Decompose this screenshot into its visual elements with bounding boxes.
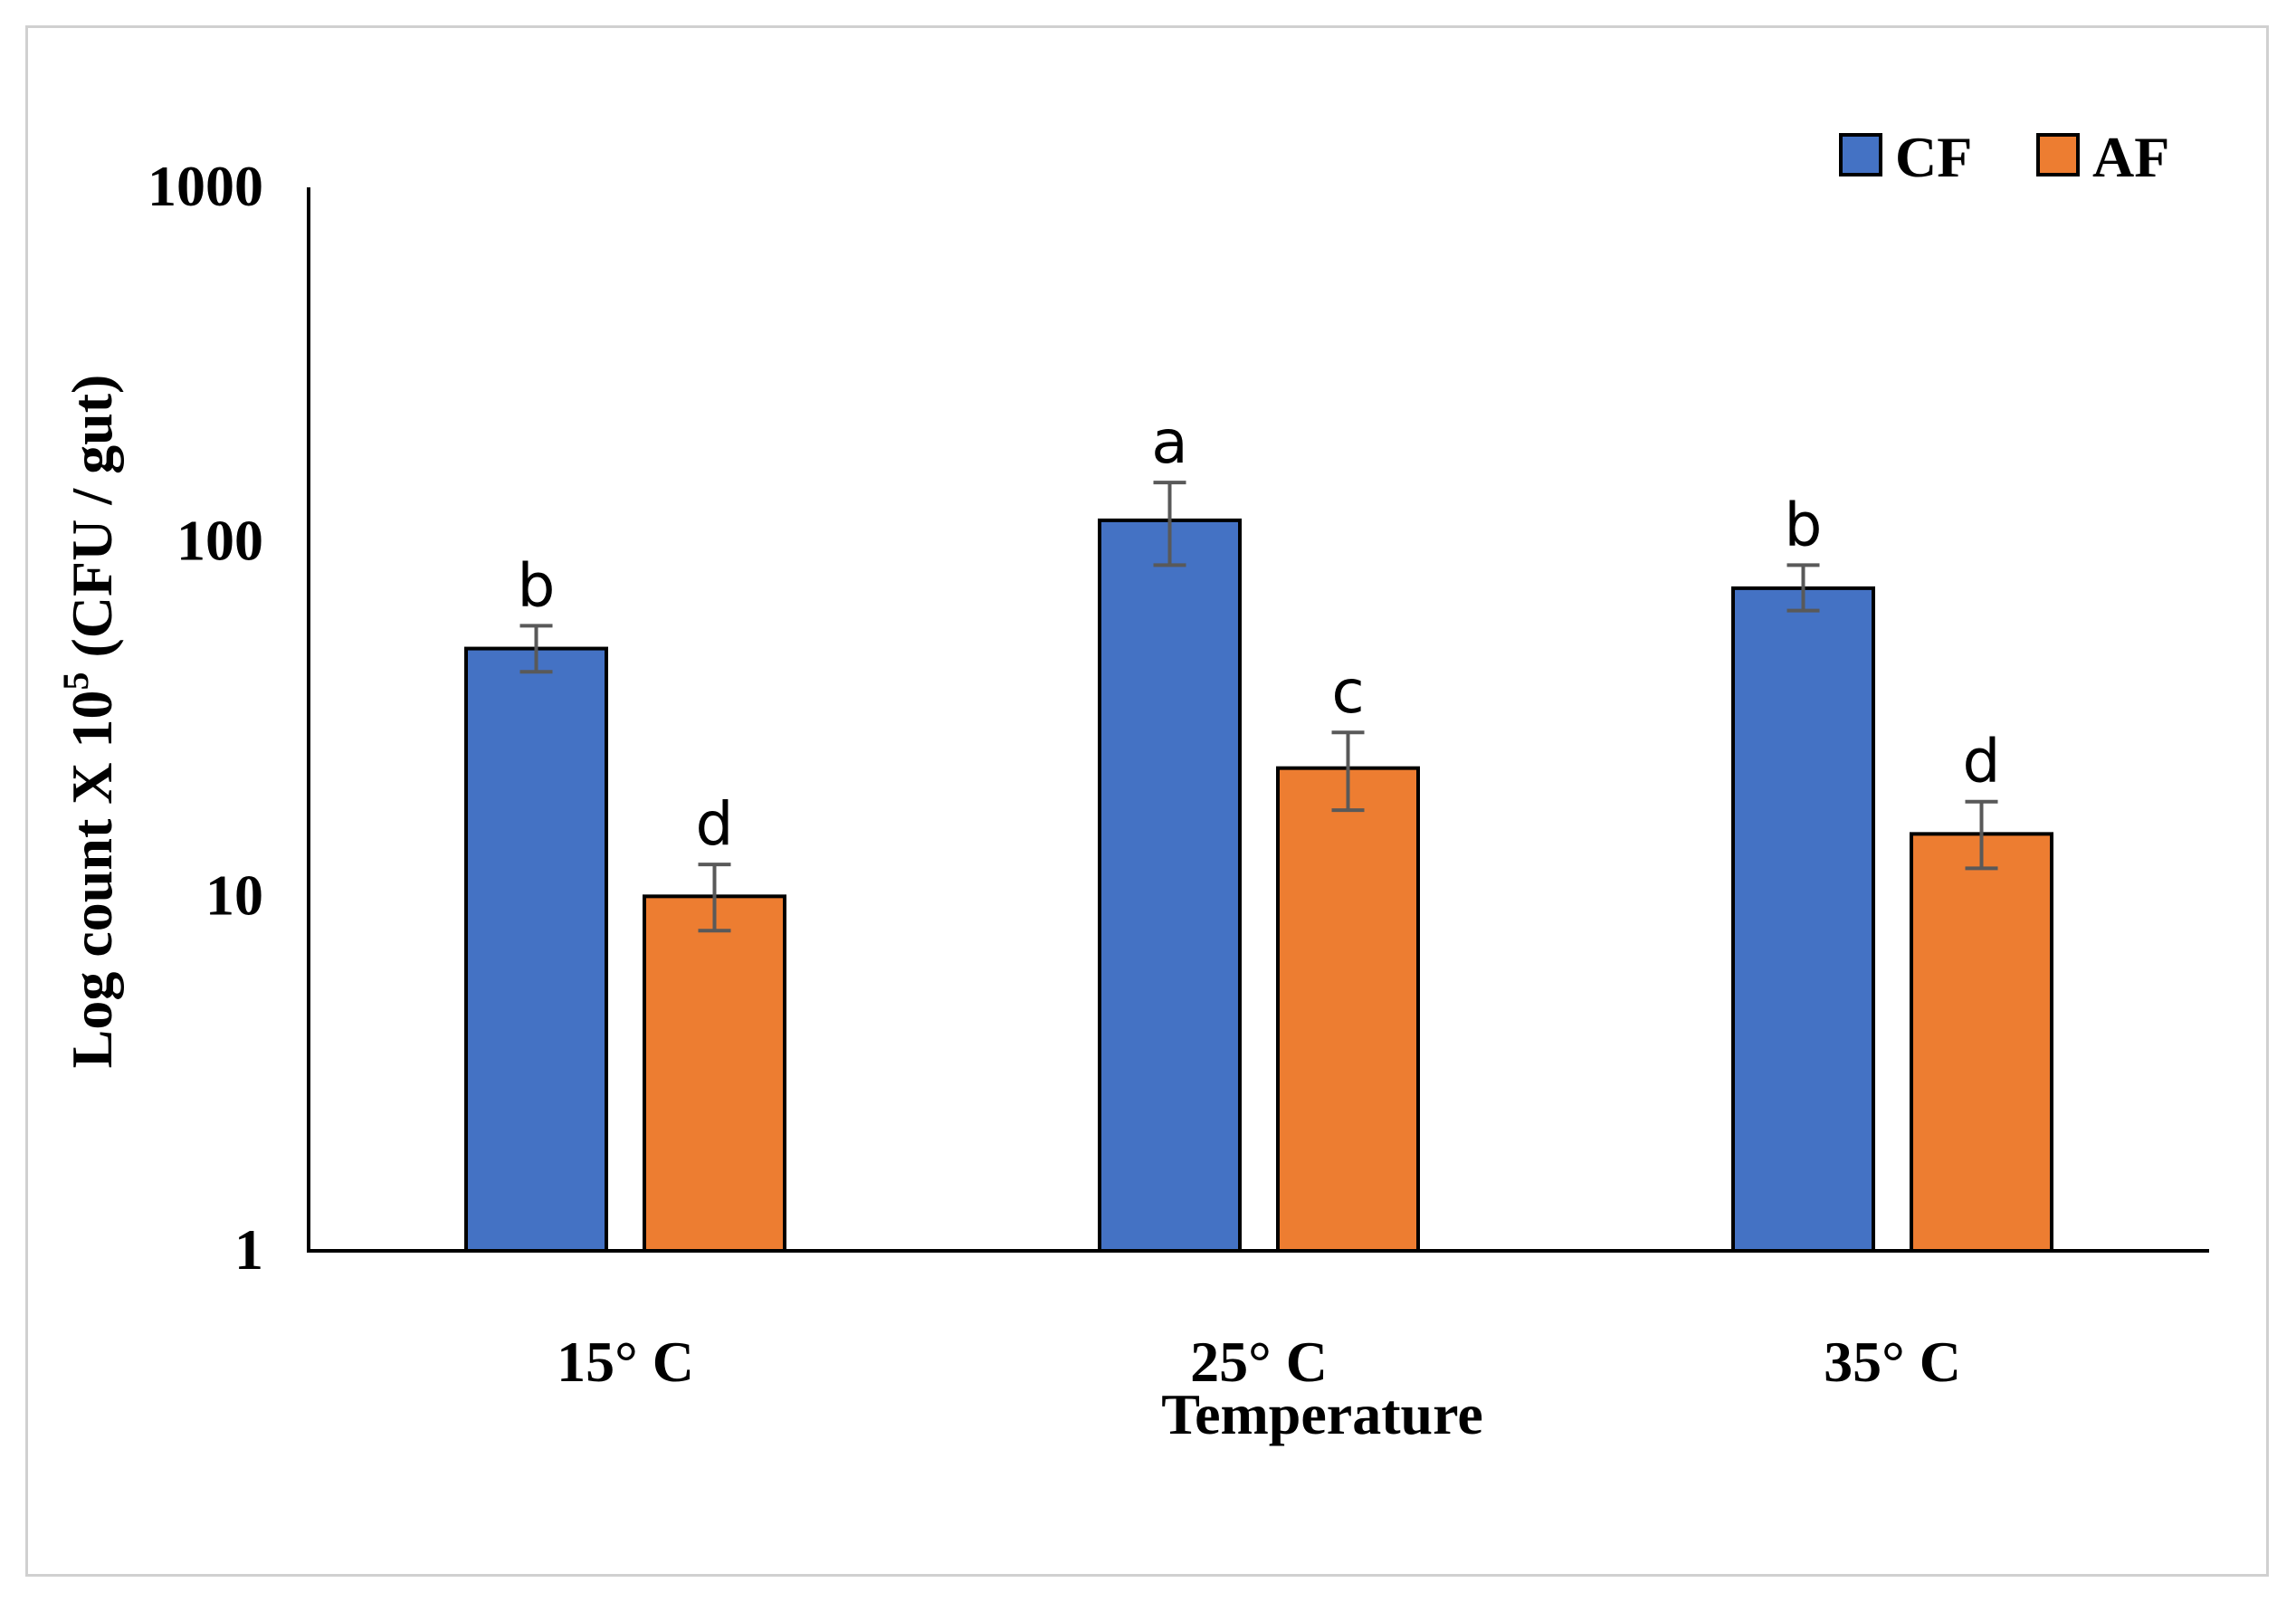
svg-text:Log count X 105 (CFU / gut): Log count X 105 (CFU / gut) [55,375,124,1069]
x-axis-ticks: 15° C 25° C 35° C [557,1330,1961,1394]
bar-af [643,894,786,1253]
y-axis-label-unit: (CFU / gut) [60,375,124,672]
y-axis-label-exponent: 5 [55,672,96,691]
significance-labels: b d a c b d [518,407,2001,859]
bar-af [1910,832,2053,1253]
y-axis-label-main: Log count X 10 [60,691,124,1069]
significance-label: c [1331,657,1364,727]
y-axis-label: Log count X 105 (CFU / gut) [55,375,124,1069]
legend-swatch-cf [1839,133,1882,176]
bar-cf [1098,518,1242,1253]
bar-chart: Log count X 105 (CFU / gut) 1 10 100 1000 b… [55,125,2209,1446]
x-axis-label: Temperature [1161,1382,1483,1446]
y-tick-label: 1 [234,1217,263,1282]
y-tick-label: 10 [205,863,263,927]
bar-cf [464,646,608,1253]
significance-label: d [696,789,734,859]
legend-label-af: AF [2092,125,2169,189]
bar-cf [1731,586,1875,1253]
error-bars [519,481,1998,933]
legend: CF AF [1839,125,2169,189]
axes [307,187,2209,1253]
y-axis-ticks: 1 10 100 1000 [148,154,263,1282]
y-tick-label: 100 [176,509,263,573]
x-tick-label: 15° C [557,1330,694,1394]
x-tick-label: 35° C [1824,1330,1961,1394]
x-tick-label: 25° C [1190,1330,1328,1394]
legend-swatch-af [2036,133,2080,176]
legend-label-cf: CF [1895,125,1972,189]
significance-label: d [1963,727,2001,796]
bars [464,518,2053,1253]
bar-af [1276,766,1420,1253]
significance-label: b [1785,490,1823,559]
chart-frame: Log count X 105 (CFU / gut) 1 10 100 1000 b… [25,25,2269,1577]
significance-label: a [1151,407,1187,477]
y-tick-label: 1000 [148,154,263,218]
significance-label: b [518,550,556,620]
